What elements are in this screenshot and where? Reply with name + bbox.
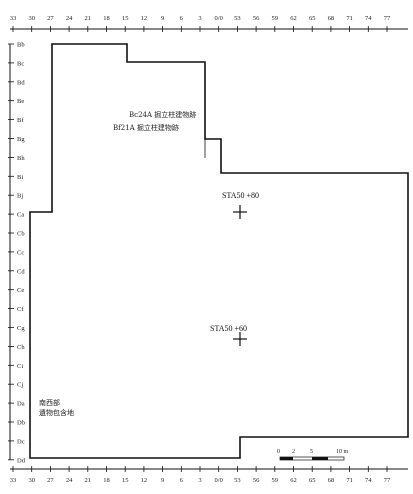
row-label: Dc xyxy=(17,438,25,445)
row-label: Bi xyxy=(17,174,23,181)
row-label: Bg xyxy=(17,136,25,143)
bottom-tick-label: 18 xyxy=(103,477,110,484)
top-tick-label: 77 xyxy=(384,15,391,22)
bottom-tick-label: 59 xyxy=(272,477,279,484)
station-label-2: STA50 +60 xyxy=(210,324,247,333)
row-label: Db xyxy=(17,420,25,427)
top-tick-label: 12 xyxy=(141,15,148,22)
bottom-tick-label: 12 xyxy=(141,477,148,484)
row-label: Cd xyxy=(17,268,25,275)
bottom-tick-label: 24 xyxy=(66,477,73,484)
top-axis: 33 30 27 24 21 18 15 12 9 6 3 0/0 53 56 59 62 65 68 71 74 77 xyxy=(10,15,408,32)
top-tick-label: 0/0 xyxy=(215,15,223,22)
scale-label-0: 0 xyxy=(277,449,280,455)
bottom-tick-label: 21 xyxy=(85,477,92,484)
scale-label-5: 5 xyxy=(310,449,313,455)
top-tick-label: 30 xyxy=(28,15,35,22)
top-tick-label: 59 xyxy=(272,15,279,22)
row-label: Dd xyxy=(17,457,26,464)
bottom-axis: 33 30 27 24 21 18 15 12 9 6 3 0/0 53 56 59 62 65 68 71 74 77 xyxy=(10,466,408,484)
bottom-tick-label: 0/0 xyxy=(215,477,223,484)
top-tick-label: 71 xyxy=(346,15,353,22)
top-tick-label: 6 xyxy=(180,15,184,22)
top-tick-label: 3 xyxy=(198,15,201,22)
bottom-tick-label: 6 xyxy=(180,477,184,484)
bottom-tick-label: 15 xyxy=(122,477,129,484)
row-label: Be xyxy=(17,98,24,105)
row-label: Cb xyxy=(17,231,25,238)
bottom-tick-label: 9 xyxy=(161,477,164,484)
scale-bar: 0 2 5 10 m xyxy=(277,449,349,461)
row-label: Bf xyxy=(17,117,24,124)
scale-label-10m: 10 m xyxy=(336,449,349,455)
top-tick-label: 56 xyxy=(253,15,260,22)
top-tick-label: 21 xyxy=(85,15,92,22)
top-tick-label: 53 xyxy=(234,15,241,22)
row-label: Ci xyxy=(17,363,23,370)
row-label: Bj xyxy=(17,193,23,200)
row-label: Bd xyxy=(17,79,25,86)
row-label: Da xyxy=(17,401,25,408)
top-tick-label: 65 xyxy=(309,15,316,22)
bottom-tick-label: 27 xyxy=(47,477,54,484)
row-label: Ch xyxy=(17,344,25,351)
bottom-tick-label: 74 xyxy=(365,477,372,484)
bottom-tick-label: 3 xyxy=(198,477,201,484)
station-label-1: STA50 +80 xyxy=(222,191,259,200)
building-label-1: Bc24A 掘立柱建物跡 xyxy=(129,110,196,119)
area-label-line1: 南西部 xyxy=(39,398,60,407)
bottom-tick-label: 53 xyxy=(234,477,241,484)
bottom-tick-label: 56 xyxy=(253,477,260,484)
row-label: Cg xyxy=(17,325,25,332)
bottom-tick-label: 62 xyxy=(290,477,297,484)
row-label: Bh xyxy=(17,155,25,162)
top-tick-label: 27 xyxy=(47,15,54,22)
scale-label-2: 2 xyxy=(292,449,295,455)
row-label: Cj xyxy=(17,382,23,389)
row-label: Cc xyxy=(17,249,24,256)
row-label: Bc xyxy=(17,60,24,67)
top-tick-label: 74 xyxy=(365,15,372,22)
bottom-tick-label: 77 xyxy=(384,477,391,484)
excavation-outline xyxy=(29,43,409,459)
building-label-2: Bf21A 掘立柱建物跡 xyxy=(113,123,179,132)
top-tick-label: 24 xyxy=(66,15,73,22)
bottom-tick-label: 33 xyxy=(10,477,17,484)
row-label: Bb xyxy=(17,42,25,49)
row-label: Ce xyxy=(17,287,24,294)
station-marker-2 xyxy=(233,332,247,346)
bottom-tick-label: 30 xyxy=(28,477,35,484)
top-tick-label: 68 xyxy=(328,15,335,22)
row-label: Cf xyxy=(17,306,24,313)
area-label-line2: 遺物包含地 xyxy=(39,408,74,417)
top-tick-label: 33 xyxy=(10,15,17,22)
left-axis: Bb Bc Bd Be Bf Bg Bh Bi Bj Ca Cb Cc Cd Ce Cf Cg Ch Ci Cj Da… xyxy=(8,42,26,464)
bottom-tick-label: 68 xyxy=(328,477,335,484)
station-marker-1 xyxy=(233,205,247,219)
top-tick-label: 15 xyxy=(122,15,129,22)
top-tick-label: 9 xyxy=(161,15,164,22)
top-tick-label: 18 xyxy=(103,15,110,22)
row-label: Ca xyxy=(17,212,24,219)
top-tick-label: 62 xyxy=(290,15,297,22)
bottom-tick-label: 65 xyxy=(309,477,316,484)
bottom-tick-label: 71 xyxy=(346,477,353,484)
